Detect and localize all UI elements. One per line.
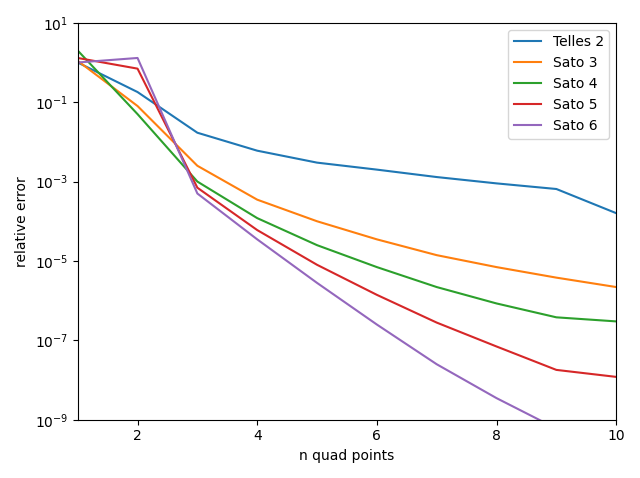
Sato 3 (193, 163, 201, 169)
X-axis label: n quad points: n quad points (300, 449, 395, 463)
Sato 6 (552, 426, 560, 432)
Line: Sato 3: Sato 3 (77, 61, 616, 287)
Sato 3 (493, 264, 500, 270)
Sato 5 (612, 374, 620, 380)
Sato 3 (253, 197, 261, 203)
Sato 6 (612, 437, 620, 443)
Sato 4 (313, 242, 321, 248)
Sato 6 (433, 361, 440, 367)
Sato 3 (612, 284, 620, 290)
Sato 4 (552, 315, 560, 320)
Telles 2 (612, 210, 620, 216)
Sato 3 (313, 218, 321, 224)
Sato 4 (433, 284, 440, 290)
Sato 5 (373, 292, 381, 298)
Telles 2 (493, 181, 500, 186)
Sato 6 (134, 55, 141, 61)
Sato 4 (612, 318, 620, 324)
Telles 2 (433, 174, 440, 180)
Sato 5 (253, 227, 261, 233)
Line: Telles 2: Telles 2 (77, 63, 616, 213)
Telles 2 (552, 186, 560, 192)
Sato 4 (493, 301, 500, 306)
Sato 5 (552, 367, 560, 373)
Telles 2 (193, 130, 201, 136)
Sato 4 (253, 215, 261, 221)
Sato 4 (193, 179, 201, 185)
Sato 4 (373, 264, 381, 270)
Sato 5 (493, 344, 500, 349)
Sato 5 (134, 66, 141, 72)
Telles 2 (253, 148, 261, 153)
Sato 5 (313, 262, 321, 268)
Sato 5 (433, 320, 440, 326)
Sato 3 (373, 237, 381, 242)
Sato 6 (253, 237, 261, 242)
Sato 4 (74, 48, 81, 54)
Y-axis label: relative error: relative error (15, 176, 29, 267)
Line: Sato 6: Sato 6 (77, 58, 616, 440)
Sato 4 (134, 111, 141, 117)
Sato 3 (552, 275, 560, 281)
Line: Sato 5: Sato 5 (77, 58, 616, 377)
Sato 3 (134, 103, 141, 109)
Sato 6 (373, 322, 381, 327)
Sato 6 (493, 395, 500, 401)
Sato 5 (74, 55, 81, 61)
Sato 5 (193, 185, 201, 191)
Sato 6 (74, 60, 81, 65)
Line: Sato 4: Sato 4 (77, 51, 616, 321)
Telles 2 (313, 160, 321, 165)
Legend: Telles 2, Sato 3, Sato 4, Sato 5, Sato 6: Telles 2, Sato 3, Sato 4, Sato 5, Sato 6 (508, 30, 609, 139)
Sato 6 (193, 191, 201, 196)
Telles 2 (74, 60, 81, 65)
Telles 2 (373, 167, 381, 173)
Sato 3 (74, 58, 81, 64)
Sato 6 (313, 280, 321, 286)
Sato 3 (433, 252, 440, 258)
Telles 2 (134, 89, 141, 95)
